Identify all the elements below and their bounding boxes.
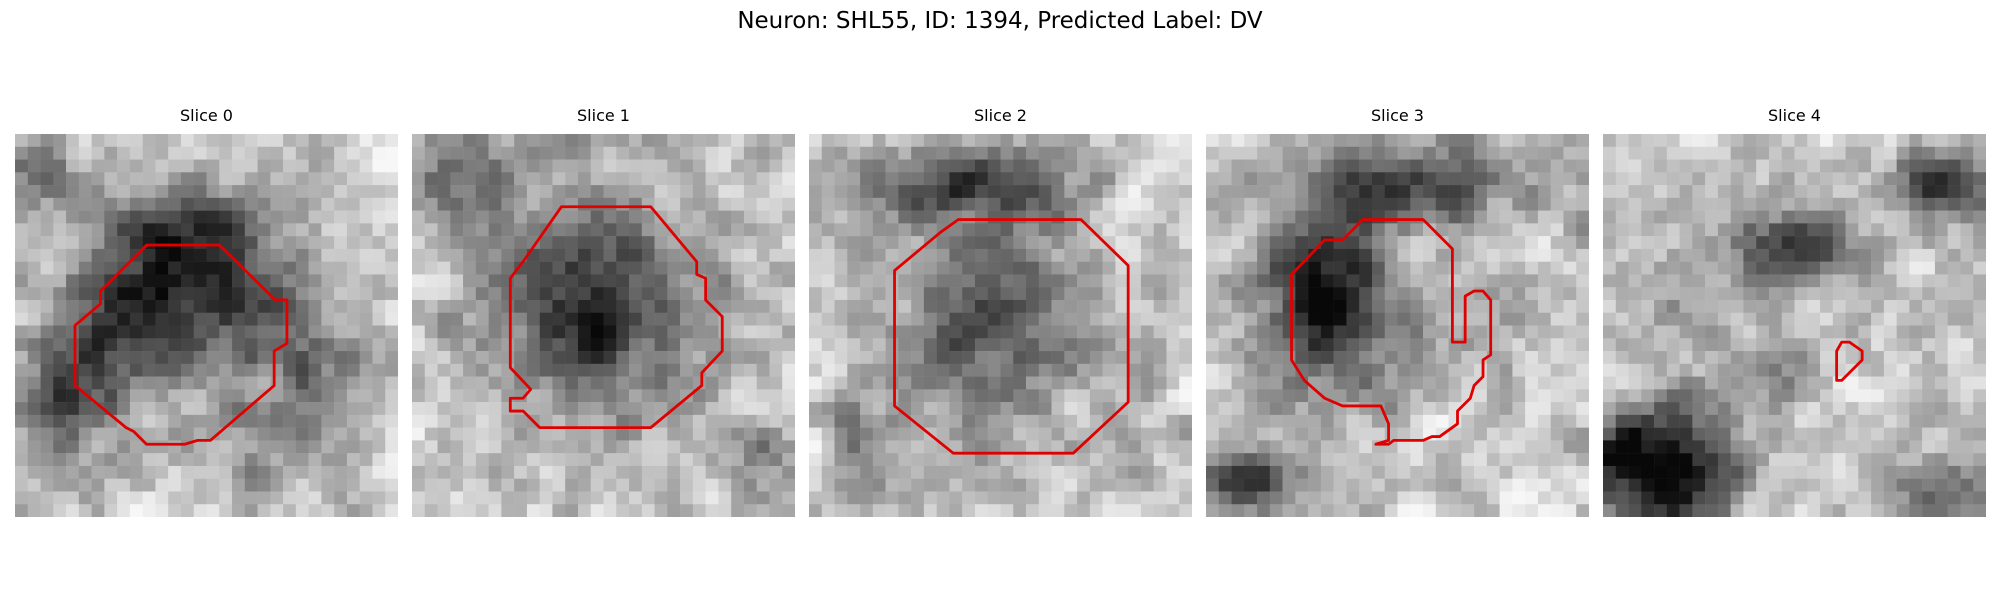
slice-title: Slice 0 bbox=[180, 106, 233, 125]
roi-contour bbox=[508, 205, 724, 430]
slice-image bbox=[15, 134, 398, 517]
slice-title: Slice 3 bbox=[1371, 106, 1424, 125]
slice-title: Slice 1 bbox=[577, 106, 630, 125]
slice-image bbox=[1603, 134, 1986, 517]
slice-title: Slice 4 bbox=[1768, 106, 1821, 125]
roi-contour bbox=[1835, 340, 1864, 382]
roi-contour bbox=[73, 243, 289, 446]
slice-image bbox=[809, 134, 1192, 517]
figure-title: Neuron: SHL55, ID: 1394, Predicted Label… bbox=[737, 8, 1263, 34]
slice-image bbox=[412, 134, 795, 517]
slice-image bbox=[1206, 134, 1589, 517]
slice-title: Slice 2 bbox=[974, 106, 1027, 125]
roi-contour bbox=[1290, 218, 1493, 446]
roi-contour bbox=[893, 218, 1130, 455]
